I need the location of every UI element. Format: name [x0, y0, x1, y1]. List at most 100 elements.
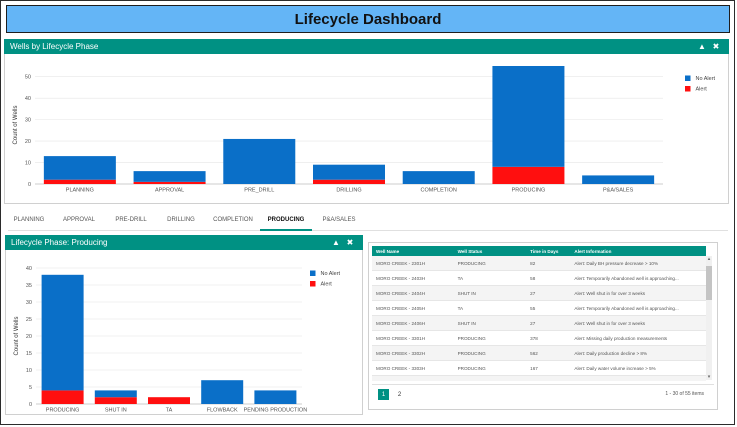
table-cell: MORO CREEK - 3303H — [372, 360, 454, 376]
legend-swatch — [685, 86, 691, 92]
column-header[interactable]: Well Status — [453, 246, 527, 256]
producing-phase-chart: 0 5 10 15 20 25 30 35 40 Count of Wells PRODUCING S… — [14, 266, 341, 414]
x-tick-label: SHUT IN — [105, 408, 127, 414]
pager-info: 1 - 30 of 55 items — [665, 391, 704, 397]
y-tick-label: 20 — [25, 139, 31, 145]
scrollbar-thumb[interactable] — [706, 266, 712, 300]
table-cell: 378 — [526, 330, 571, 346]
close-icon[interactable]: ✖ — [712, 42, 720, 51]
table-cell: SHUT IN — [453, 315, 527, 331]
table-row[interactable]: MORO CREEK - 2404H SHUT IN 27 Alert: Well s… — [372, 285, 706, 301]
table-cell: FLOWBACK — [453, 375, 527, 381]
table-cell: Alert: Temporarily Abandoned well is app… — [570, 270, 706, 286]
x-tick-label: PRODUCING — [512, 188, 546, 194]
table-cell: TA — [453, 270, 527, 286]
table-row[interactable]: MORO CREEK - 2403H TA 58 Alert: Temporarily… — [372, 270, 706, 286]
bar-no-alert — [492, 66, 565, 167]
bar-no-alert — [94, 390, 137, 398]
table-row[interactable]: MORO CREEK - 2405H TA 55 Alert: Temporarily… — [372, 300, 706, 316]
table-row[interactable]: MORO CREEK - 3303H PRODUCING 167 Alert: Dai… — [372, 360, 706, 376]
x-tick-label: PRE_DRILL — [244, 188, 274, 194]
bar-alert — [313, 179, 385, 184]
y-tick-label: 30 — [25, 118, 31, 124]
x-tick-label: TA — [166, 408, 173, 414]
column-header[interactable]: Time in Days — [526, 246, 571, 256]
table-row[interactable]: MORO CREEK - 2406H SHUT IN 27 Alert: Well s… — [372, 315, 706, 331]
table-cell: Alert: Well shut in for over 3 weeks — [570, 285, 706, 301]
chevron-up-icon[interactable]: ▲ — [332, 238, 340, 247]
y-axis-label: Count of Wells — [13, 106, 19, 145]
table-cell: CAMPO Y - 4401H — [372, 375, 454, 381]
legend-label: Alert — [321, 282, 333, 288]
y-tick-label: 50 — [25, 75, 31, 81]
table-cell: MORO CREEK - 3302H — [372, 345, 454, 361]
table-cell: PRODUCING — [453, 256, 527, 271]
column-header[interactable]: Well Name — [372, 246, 454, 256]
bar-no-alert — [582, 175, 655, 184]
table-row[interactable]: MORO CREEK - 3302H PRODUCING 562 Alert: Dai… — [372, 345, 706, 361]
table-cell: Alert: Daily production decline > 8% — [570, 345, 706, 361]
bar-no-alert — [41, 274, 84, 391]
phase-panel-title: Lifecycle Phase: Producing — [11, 238, 108, 247]
table-cell: PRODUCING — [453, 360, 527, 376]
x-tick-label: PENDING PRODUCTION — [244, 408, 308, 414]
table-pager: 1 2 1 - 30 of 55 items — [372, 384, 714, 405]
bar-no-alert — [254, 390, 297, 404]
bar-alert — [41, 390, 84, 404]
table-cell: MORO CREEK - 2406H — [372, 315, 454, 331]
y-tick-label: 30 — [26, 300, 32, 306]
bar-no-alert — [43, 156, 116, 180]
bar-no-alert — [201, 380, 244, 404]
table-cell: 82 — [526, 256, 571, 271]
app-title: Lifecycle Dashboard — [294, 10, 442, 28]
bar-no-alert — [133, 171, 206, 182]
table-cell: TA — [453, 300, 527, 316]
bar-no-alert — [402, 171, 475, 184]
table-cell: PRODUCING — [453, 330, 527, 346]
table-cell: PRODUCING — [453, 345, 527, 361]
page-button[interactable]: 2 — [397, 391, 402, 398]
legend-swatch — [685, 75, 691, 81]
chevron-up-icon[interactable]: ▲ — [698, 42, 706, 51]
legend-label: Alert — [696, 87, 708, 93]
table-cell: Alert: Temporarily Abandoned well is app… — [570, 300, 706, 316]
x-tick-label: FLOWBACK — [207, 408, 238, 414]
phase-panel-header: Lifecycle Phase: Producing ▲ ✖ — [5, 235, 363, 250]
column-header[interactable]: Alert Information — [570, 246, 706, 256]
table-cell: Alert: Daily water volume increase > 5% — [570, 360, 706, 376]
tab-planning[interactable]: PLANNING — [13, 216, 45, 223]
tab-completion[interactable]: COMPLETION — [213, 216, 253, 223]
tab-producing[interactable]: PRODUCING — [260, 210, 312, 231]
table-cell: SHUT IN — [453, 285, 527, 301]
bar-no-alert — [223, 138, 296, 184]
tab-drilling[interactable]: DRILLING — [167, 216, 195, 223]
table-cell: 58 — [526, 270, 571, 286]
table-row[interactable]: MORO CREEK - 3301H PRODUCING 378 Alert: Mis… — [372, 330, 706, 346]
table-scrollbar[interactable]: ▴ ▾ — [706, 256, 712, 380]
table-cell: 55 — [526, 300, 571, 316]
app-title-bar: Lifecycle Dashboard — [6, 5, 730, 33]
x-tick-label: PLANNING — [66, 188, 94, 194]
x-tick-label: COMPLETION — [421, 188, 457, 194]
page-button[interactable]: 1 — [378, 389, 389, 400]
y-axis-label: Count of Wells — [14, 317, 20, 356]
scroll-down-icon[interactable]: ▾ — [707, 374, 711, 380]
table-cell: MORO CREEK - 2404H — [372, 285, 454, 301]
y-tick-label: 5 — [29, 385, 32, 391]
y-tick-label: 40 — [26, 266, 32, 272]
legend-label: No Alert — [696, 76, 716, 82]
y-tick-label: 20 — [26, 334, 32, 340]
close-icon[interactable]: ✖ — [346, 238, 354, 247]
bar-alert — [94, 397, 137, 404]
scroll-up-icon[interactable]: ▴ — [707, 256, 711, 262]
tab-p-a-sales[interactable]: P&A/SALES — [322, 216, 356, 223]
table-cell: MORO CREEK - 2405H — [372, 300, 454, 316]
y-tick-label: 10 — [25, 161, 31, 167]
tab-pre-drill[interactable]: PRE-DRILL — [115, 216, 147, 223]
table-header-row: Well Name Well Status Time in Days Alert In… — [372, 246, 706, 256]
x-tick-label: APPROVAL — [155, 188, 184, 194]
table-row[interactable]: MORO CREEK - 2301H PRODUCING 82 Alert: Dail… — [372, 256, 706, 271]
table-row[interactable]: CAMPO Y - 4401HFLOWBACK4 — [372, 375, 706, 381]
tab-approval[interactable]: APPROVAL — [63, 216, 95, 223]
